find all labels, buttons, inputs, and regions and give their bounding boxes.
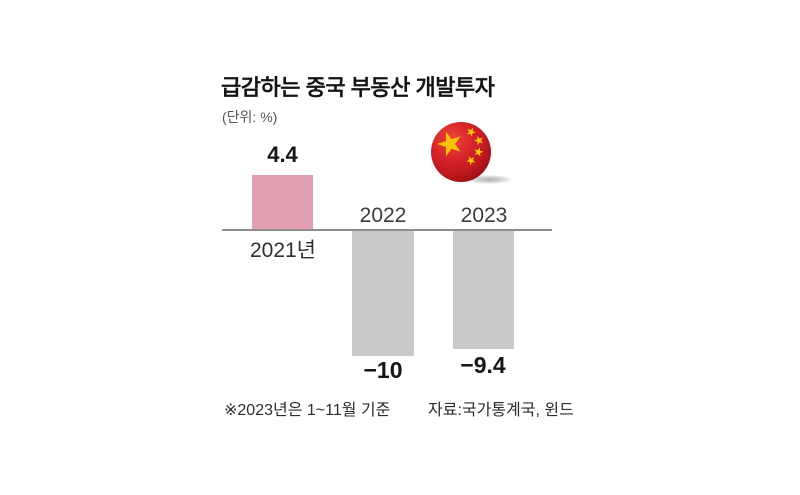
footnote: ※2023년은 1~11월 기준 [224,402,391,419]
bar-2021 [252,175,313,230]
bar-value-2023: −9.4 [460,352,506,378]
category-label-2022: 2022 [359,204,407,227]
source-credit: 자료:국가통계국, 윈드 [428,402,574,419]
unit-label: (단위: %) [222,109,278,125]
category-label-2021: 2021년 [249,239,317,262]
chart-title: 급감하는 중국 부동산 개발투자 [221,75,495,100]
category-label-2023: 2023 [460,204,508,227]
china-flag-ball-icon [430,121,492,183]
bar-value-2022: −10 [363,357,403,383]
flag-shadow [466,175,512,184]
bar-value-2021: 4.4 [267,142,298,167]
bar-2022 [352,231,414,356]
bar-2023 [453,231,514,349]
x-axis-line [222,229,552,231]
